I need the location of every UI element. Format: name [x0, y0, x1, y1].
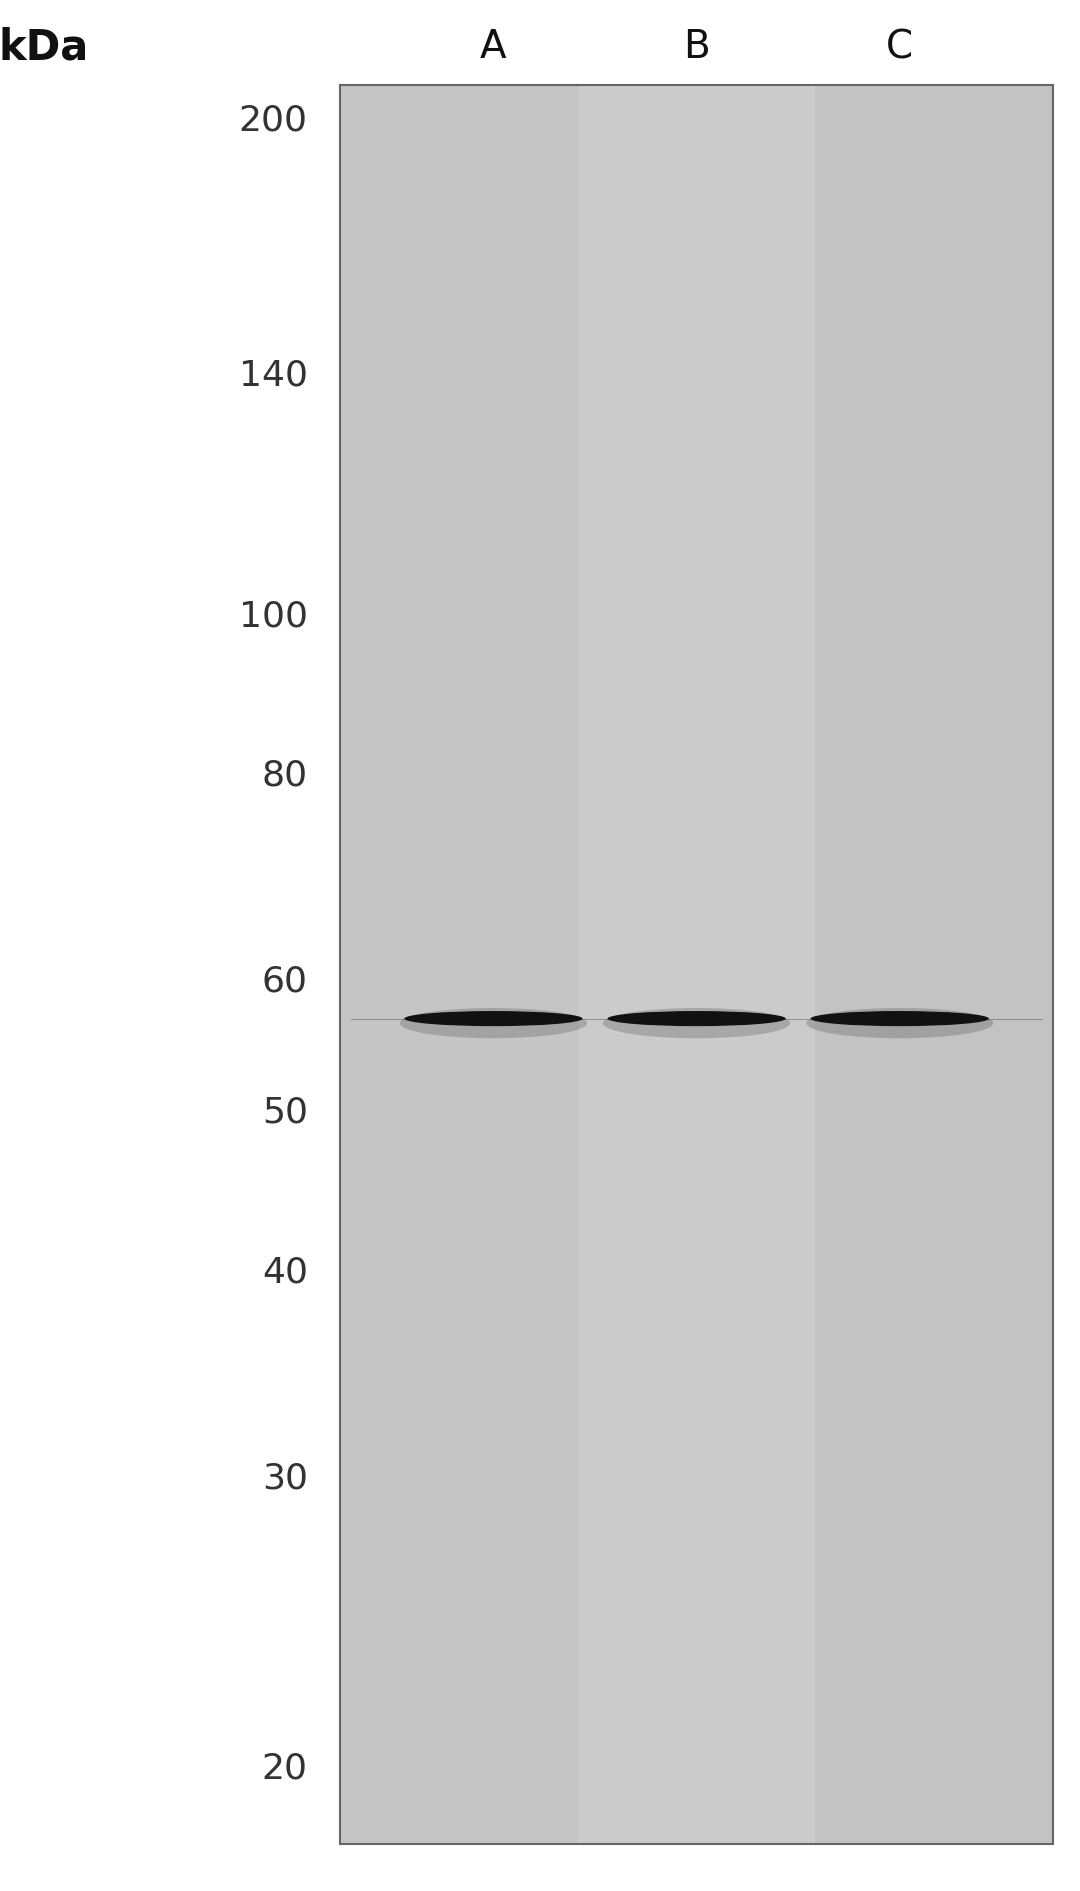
Text: 20: 20 — [261, 1751, 308, 1785]
Ellipse shape — [400, 1008, 588, 1038]
Bar — [578, 85, 815, 1844]
Text: 80: 80 — [261, 758, 308, 792]
Bar — [340, 85, 1053, 1844]
Text: C: C — [887, 28, 914, 66]
Text: 30: 30 — [261, 1462, 308, 1496]
Bar — [815, 85, 1053, 1844]
Ellipse shape — [607, 1012, 786, 1027]
Text: 60: 60 — [261, 964, 308, 998]
Ellipse shape — [404, 1012, 582, 1027]
Text: kDa: kDa — [0, 26, 89, 68]
Ellipse shape — [603, 1008, 791, 1038]
Text: B: B — [684, 28, 710, 66]
Text: 40: 40 — [261, 1256, 308, 1290]
Bar — [340, 85, 578, 1844]
Ellipse shape — [811, 1012, 989, 1027]
Ellipse shape — [806, 1008, 994, 1038]
Bar — [340, 85, 1053, 1844]
Text: 50: 50 — [261, 1095, 308, 1129]
Text: 100: 100 — [239, 599, 308, 633]
Text: 200: 200 — [239, 102, 308, 136]
Text: A: A — [481, 28, 507, 66]
Text: 140: 140 — [239, 357, 308, 391]
